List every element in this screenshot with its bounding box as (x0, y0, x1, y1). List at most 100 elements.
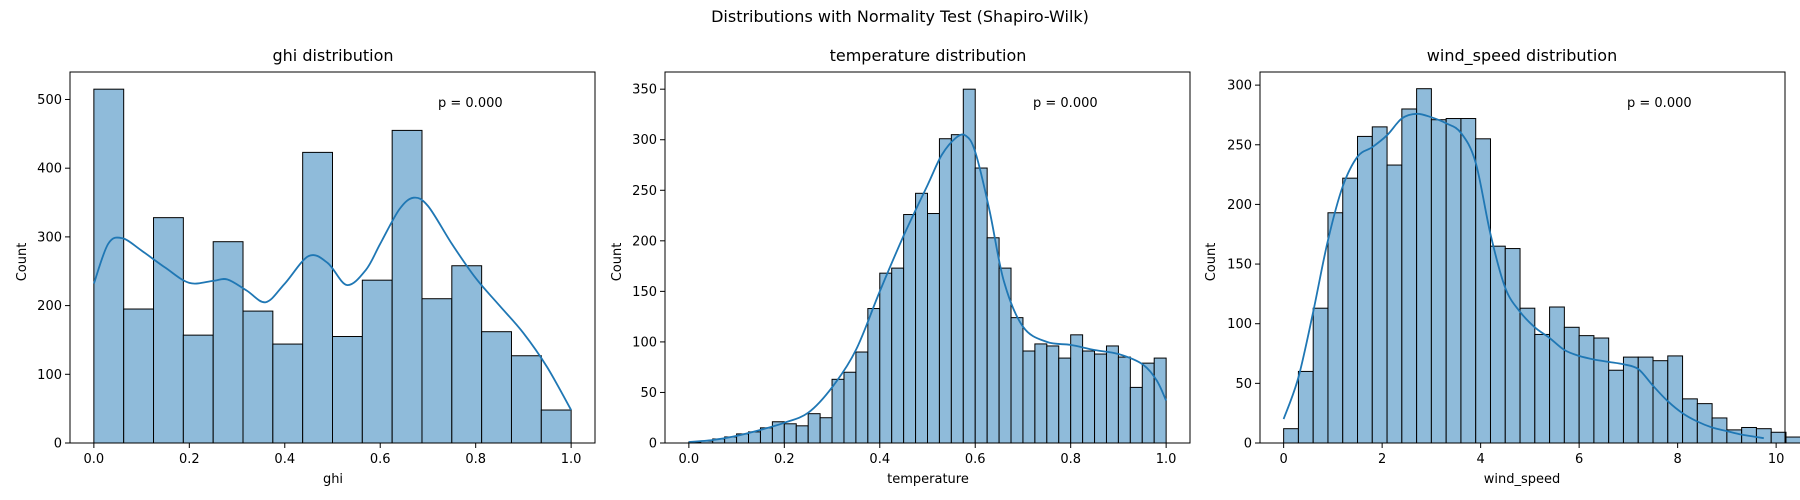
x-tick-label: 10 (1768, 452, 1785, 467)
histogram-bar (1105, 345, 1119, 444)
x-tick-label: 1.0 (561, 452, 582, 467)
histogram-bar (938, 138, 952, 444)
histogram-bar (1129, 386, 1143, 444)
histogram-bar (986, 237, 1000, 444)
histogram-bar (1401, 108, 1418, 444)
y-tick-label: 200 (37, 299, 62, 314)
histogram-bar (123, 308, 155, 444)
x-tick-label: 8 (1673, 452, 1681, 467)
y-axis-label: Count (1204, 243, 1219, 282)
histogram-bar (1022, 350, 1036, 444)
x-tick-label: 1.0 (1156, 452, 1177, 467)
p-value-annotation: p = 0.000 (1627, 96, 1692, 111)
x-tick-label: 0.8 (1060, 452, 1081, 467)
y-tick-label: 150 (1227, 258, 1252, 273)
histogram-bar (1755, 428, 1772, 444)
p-value-annotation: p = 0.000 (1033, 96, 1098, 111)
histogram-bar (212, 241, 244, 444)
histogram-bar (950, 134, 964, 444)
kde-curve (93, 196, 572, 411)
histogram-bar (1082, 350, 1096, 444)
histogram-bar (1283, 428, 1299, 444)
histogram-bar (1770, 431, 1787, 444)
histogram-bar (1416, 88, 1432, 444)
y-tick-label: 0 (54, 437, 62, 452)
panel-title: wind_speed distribution (1427, 46, 1617, 66)
x-tick-label: 0.0 (679, 452, 700, 467)
x-tick-label: 0.0 (84, 452, 105, 467)
ghi-histogram-panel: 0.0 0.2 0.4 0.6 0.8 1.0 0 100 200 300 400 500 ghi d… (15, 46, 596, 487)
y-tick-label: 500 (37, 93, 62, 108)
y-tick-label: 200 (632, 234, 657, 249)
histogram-bar (332, 336, 363, 444)
histogram-bar (1489, 245, 1506, 444)
histogram-bar (361, 279, 393, 444)
histogram-bar (1445, 118, 1462, 444)
x-tick-label: 0.6 (370, 452, 391, 467)
histogram-bar (272, 343, 304, 444)
x-tick-label: 0.2 (774, 452, 795, 467)
histogram-bar (1312, 307, 1329, 444)
y-tick-label: 250 (632, 184, 657, 199)
histogram-bar (93, 88, 125, 444)
histogram-bar (831, 378, 845, 444)
histogram-bar (879, 272, 893, 444)
panel-title: ghi distribution (272, 46, 393, 65)
histogram-bar (915, 192, 928, 444)
histogram-bar (1430, 119, 1447, 444)
histogram-bar (302, 151, 333, 444)
histogram-bar (242, 310, 274, 444)
histogram-bar (819, 417, 833, 444)
histogram-bar (1094, 353, 1107, 444)
y-axis-label: Count (15, 243, 30, 282)
y-tick-label: 350 (632, 83, 657, 98)
histogram-bar (1117, 356, 1131, 444)
histogram-bar (1034, 343, 1048, 444)
histogram-bar (153, 217, 184, 444)
histogram-bar (1297, 370, 1314, 444)
histogram-bar (1070, 334, 1084, 444)
histogram-bar (1622, 356, 1639, 444)
histogram-bar (182, 334, 214, 444)
histogram-bar (391, 129, 423, 444)
plot-area: 0.0 0.2 0.4 0.6 0.8 1.0 0 50 100 150 200 250 300 350 (632, 71, 1191, 467)
histogram-bar (1667, 355, 1684, 444)
histogram-bar (1327, 212, 1344, 444)
histogram-bar (783, 423, 797, 444)
y-axis-label: Count (610, 243, 625, 282)
y-tick-label: 50 (640, 386, 657, 401)
x-axis-label: wind_speed (1484, 472, 1561, 487)
plot-area: 0.0 0.2 0.4 0.6 0.8 1.0 0 100 200 300 400 500 (37, 71, 596, 467)
histogram-bar (540, 409, 572, 444)
axes-frame (1259, 71, 1786, 444)
y-tick-label: 100 (1227, 317, 1252, 332)
histogram-bar (1475, 138, 1491, 444)
histogram-bar (1386, 164, 1403, 444)
histogram-bar (421, 298, 453, 444)
histogram-bar (867, 308, 881, 444)
x-tick-label: 0.4 (274, 452, 295, 467)
histogram-bar (927, 213, 940, 444)
histogram-bar (1504, 248, 1521, 444)
axes-frame (69, 71, 596, 444)
histogram-bar (998, 267, 1012, 444)
histogram-bar (1371, 126, 1388, 444)
p-value-annotation: p = 0.000 (438, 96, 503, 111)
histogram-bar (1058, 357, 1072, 444)
histogram-bar (807, 413, 821, 444)
x-tick-label: 4 (1476, 452, 1484, 467)
histogram-bar (974, 167, 988, 444)
histogram-bar (1357, 135, 1373, 444)
histogram-bar (1608, 369, 1624, 444)
x-tick-label: 2 (1378, 452, 1386, 467)
histogram-bar (1046, 345, 1060, 444)
axes-frame (664, 71, 1191, 444)
x-tick-label: 0.6 (965, 452, 986, 467)
y-tick-label: 100 (37, 368, 62, 383)
figure-suptitle: Distributions with Normality Test (Shapi… (711, 7, 1089, 26)
y-tick-label: 300 (632, 133, 657, 148)
x-axis-label: ghi (323, 472, 343, 487)
x-tick-label: 0.4 (869, 452, 890, 467)
